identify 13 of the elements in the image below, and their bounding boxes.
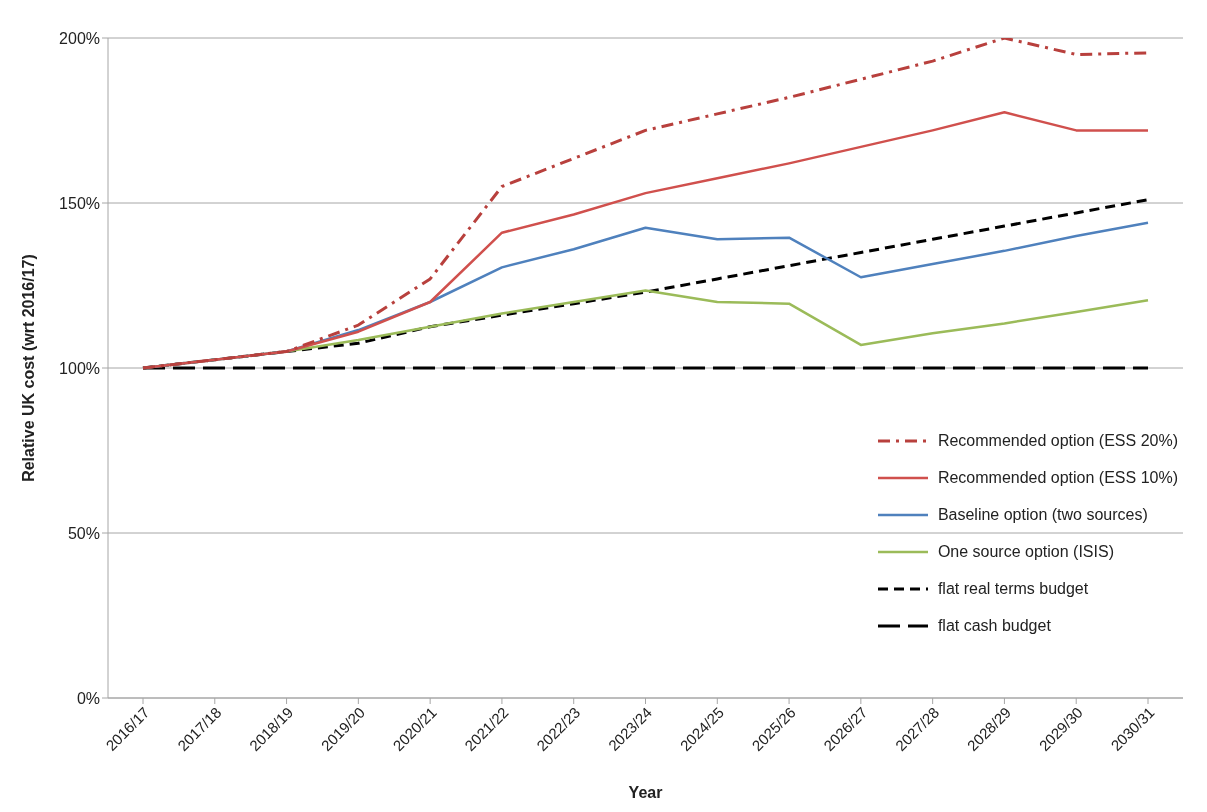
- y-axis-title: Relative UK cost (wrt 2016/17): [19, 254, 37, 482]
- y-tick-label: 200%: [59, 29, 100, 47]
- y-tick-label: 50%: [67, 524, 100, 542]
- x-axis-title: Year: [628, 784, 663, 801]
- y-tick-label: 0%: [76, 689, 100, 707]
- legend-label: Recommended option (ESS 10%): [937, 468, 1178, 487]
- legend-label: Baseline option (two sources): [937, 505, 1148, 524]
- y-tick-label: 150%: [59, 194, 100, 212]
- legend-label: flat cash budget: [937, 616, 1051, 635]
- legend-label: Recommended option (ESS 20%): [937, 431, 1178, 450]
- y-tick-label: 100%: [59, 359, 100, 377]
- legend-label: flat real terms budget: [937, 579, 1089, 598]
- legend-label: One source option (ISIS): [937, 542, 1114, 561]
